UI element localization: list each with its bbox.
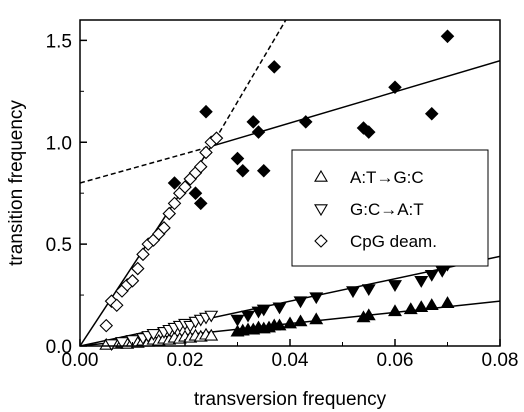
triangle-down-filled-point (388, 280, 402, 292)
diamond-filled-point (256, 163, 271, 178)
triangle-up-filled-point (388, 304, 402, 317)
diamond-filled-point (246, 115, 261, 129)
diamond-filled-point (167, 176, 182, 190)
diamond-point (167, 196, 182, 211)
dashed-fit-line (80, 145, 212, 184)
x-tick-label: 0.06 (377, 350, 414, 371)
x-tick-label: 0.02 (167, 350, 204, 371)
triangle-down-point (146, 329, 161, 341)
diamond-point (193, 159, 208, 174)
x-axis-title: transversion frequency (194, 389, 387, 410)
triangle-down-point (115, 337, 129, 350)
triangle-down-point (204, 310, 219, 323)
triangle-up-filled-point (293, 314, 308, 327)
triangle-up-filled-point (440, 296, 455, 308)
diamond-point (136, 247, 150, 262)
triangle-down-point (125, 335, 140, 347)
triangle-down-filled-point (424, 269, 439, 282)
diamond-filled-point (251, 125, 266, 139)
legend: A:T→G:C G:C→A:T CpG deam. (291, 149, 489, 267)
x-tick-label: 0.00 (62, 350, 99, 371)
triangle-down-filled-point (272, 302, 287, 315)
diamond-point (178, 180, 192, 194)
legend-marker-triangle-up (314, 169, 328, 182)
diamond-filled-point (230, 151, 245, 166)
diamond-filled-point (235, 163, 250, 178)
diamond-point (99, 318, 114, 333)
y-tick-label: 1.0 (46, 133, 72, 154)
triangle-up-filled-point (424, 298, 439, 311)
y-tick-label: 1.5 (46, 31, 72, 52)
diamond-point (109, 298, 124, 313)
triangle-up-filled-point (414, 300, 429, 313)
diamond-filled-point (193, 196, 208, 211)
y-tick-label: 0.0 (46, 337, 72, 358)
x-tick-label: 0.04 (272, 350, 309, 371)
triangle-down-filled-point (256, 304, 271, 317)
legend-label: CpG deam. (350, 232, 437, 251)
legend-label: A:T→G:C (350, 168, 424, 187)
legend-marker-triangle-down (314, 204, 328, 217)
triangle-down-filled-point (293, 296, 308, 309)
diamond-filled-point (440, 29, 455, 44)
triangle-up-filled-point (272, 318, 287, 331)
triangle-down-filled-point (414, 276, 429, 288)
dashed-fit-line (210, 20, 287, 147)
triangle-up-filled-point (283, 316, 297, 329)
diamond-filled-point (267, 60, 282, 74)
diamond-filled-point (188, 186, 203, 200)
triangle-up-point (204, 328, 219, 341)
axis-ticks: 0.00 0.02 0.04 0.06 0.08 0.0 0.5 1.0 1.5 (46, 31, 519, 371)
triangle-down-filled-point (346, 286, 360, 299)
legend-marker-diamond (314, 234, 328, 248)
diamond-point (199, 145, 213, 160)
triangle-up-filled-point (403, 302, 418, 315)
triangle-down-point (104, 339, 119, 352)
diamond-filled-point (199, 104, 213, 119)
diamond-filled-point (361, 125, 376, 139)
y-tick-label: 0.5 (46, 235, 72, 256)
diamond-filled-point (424, 106, 439, 121)
diamond-filled-point (298, 115, 313, 129)
diamond-point (130, 261, 145, 276)
legend-label: G:C→A:T (350, 200, 424, 219)
diamond-point (125, 274, 140, 288)
triangle-down-filled-point (241, 310, 255, 323)
triangle-down-filled-point (309, 292, 324, 305)
y-axis-title: transition frequency (6, 100, 27, 266)
x-tick-label: 0.08 (482, 350, 519, 371)
triangle-down-filled-point (361, 284, 376, 297)
triangle-up-filled-point (309, 312, 324, 325)
diamond-point (209, 131, 224, 145)
diamond-filled-point (388, 80, 402, 95)
diamond-point (162, 206, 177, 221)
triangle-up-filled-point (361, 308, 376, 321)
diamond-point (157, 221, 171, 235)
triangle-down-filled-point (230, 314, 245, 327)
